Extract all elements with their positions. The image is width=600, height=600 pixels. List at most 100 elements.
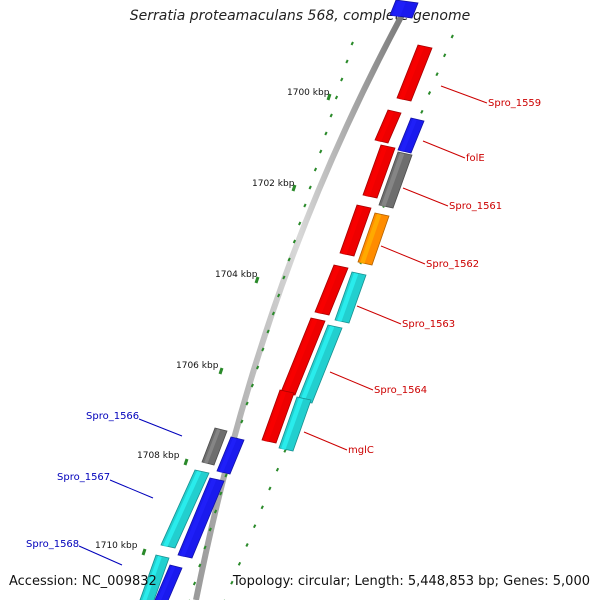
genome-stats: Topology: circular; Length: 5,448,853 bp… — [232, 574, 590, 589]
gene-leader-line — [78, 545, 123, 566]
tick-dot — [276, 293, 281, 298]
gene-block-mglc[interactable] — [278, 396, 312, 452]
gene-block-red-d[interactable] — [280, 317, 326, 396]
scale-tick-label: 1702 kbp — [252, 179, 295, 189]
scale-tick-label: 1704 kbp — [215, 270, 258, 280]
scale-tick — [291, 184, 297, 192]
gene-block-top[interactable] — [389, 0, 419, 19]
gene-leader-line — [303, 431, 348, 451]
tick-dot — [350, 41, 354, 46]
tick-dot — [261, 347, 265, 352]
gene-block-spro-1562[interactable] — [357, 212, 390, 266]
tick-dot — [292, 239, 297, 244]
tick-dot — [268, 486, 272, 491]
gene-block-red-a[interactable] — [362, 144, 396, 199]
gene-label[interactable]: Spro_1568 — [26, 539, 79, 550]
gene-block-spro-1564[interactable] — [297, 324, 343, 404]
tick-dot — [203, 545, 207, 550]
tick-dot — [340, 77, 344, 82]
scale-ticks: 1700 kbp 1702 kbp 1704 kbp 1706 kbp 1708 kbp… — [95, 88, 332, 556]
tick-dot — [420, 109, 424, 114]
gene-block-spro-1559b[interactable] — [374, 109, 402, 144]
tick-dot — [443, 53, 447, 58]
gene-label[interactable]: Spro_1563 — [402, 319, 455, 330]
gene-block-spro-1559[interactable] — [396, 44, 433, 102]
gene-block-blue-a[interactable] — [216, 436, 245, 475]
tick-dot — [240, 419, 244, 424]
gene-block-red-c[interactable] — [314, 264, 349, 316]
tick-dot — [245, 401, 249, 406]
gene-label[interactable]: Spro_1561 — [449, 201, 502, 212]
tick-dot — [282, 275, 286, 280]
tick-dot — [329, 113, 333, 118]
gene-block-blue-c[interactable] — [154, 564, 183, 600]
scale-tick-label: 1710 kbp — [95, 541, 138, 551]
gene-labels: Spro_1559 folE Spro_1561 Spro_1562 Spro_1563… — [26, 85, 541, 566]
tick-dot — [213, 509, 218, 514]
gene-leader-line — [109, 479, 154, 499]
tick-dot — [324, 131, 328, 136]
tick-dot — [260, 505, 264, 510]
tick-dot — [345, 59, 349, 64]
gene-block-fole[interactable] — [397, 117, 425, 154]
gene-leader-line — [440, 85, 488, 104]
gene-label[interactable]: folE — [466, 153, 485, 164]
tick-dot — [245, 543, 249, 547]
tick-dot — [287, 257, 291, 262]
map-title: Serratia proteamaculans 568, complete ge… — [129, 8, 471, 24]
gene-block-spro-1563[interactable] — [334, 271, 367, 324]
gene-label[interactable]: Spro_1567 — [57, 472, 110, 483]
tick-dot — [283, 448, 287, 453]
genes — [139, 0, 433, 600]
tick-dot — [298, 221, 302, 226]
tick-dot — [255, 365, 260, 370]
gene-block-blue-b[interactable] — [177, 477, 225, 559]
tick-dot — [198, 563, 202, 568]
tick-dot — [313, 167, 318, 172]
tick-dot — [192, 581, 197, 586]
gene-label[interactable]: mglC — [348, 445, 374, 456]
gene-block-spro-1567[interactable] — [160, 469, 210, 549]
tick-dot — [450, 34, 454, 39]
scale-tick — [326, 93, 332, 101]
gene-label[interactable]: Spro_1562 — [426, 259, 479, 270]
tick-dot — [271, 311, 276, 316]
tick-dot — [266, 329, 270, 334]
tick-dot — [219, 491, 223, 496]
gene-label[interactable]: Spro_1559 — [488, 98, 541, 109]
gene-label[interactable]: Spro_1564 — [374, 385, 427, 396]
accession-label: Accession: — [9, 574, 78, 589]
scale-tick — [218, 367, 224, 375]
gene-leader-line — [402, 187, 449, 207]
tick-dot — [435, 72, 439, 77]
scale-tick-label: 1708 kbp — [137, 451, 180, 461]
tick-dot — [224, 473, 228, 478]
gene-block-red-b[interactable] — [339, 204, 372, 257]
tick-dot — [427, 91, 432, 95]
tick-dot — [308, 185, 312, 190]
tick-dot — [253, 524, 257, 529]
tick-dot — [303, 203, 307, 208]
gene-block-red-e[interactable] — [261, 389, 295, 444]
gene-label[interactable]: Spro_1566 — [86, 411, 139, 422]
accession-info: Accession: NC_009832 — [9, 574, 157, 589]
gene-leader-line — [138, 418, 183, 437]
tick-dot — [334, 95, 339, 100]
tick-dot — [250, 383, 254, 388]
gene-block-spro-1568[interactable] — [139, 554, 170, 600]
gene-leader-line — [422, 140, 466, 159]
scale-tick-label: 1706 kbp — [176, 361, 219, 371]
scale-tick-label: 1700 kbp — [287, 88, 330, 98]
gene-block-spro-1566[interactable] — [201, 427, 228, 466]
gene-block-spro-1561[interactable] — [378, 151, 413, 209]
tick-dot — [230, 580, 234, 585]
gene-leader-line — [380, 245, 426, 265]
accession-value: NC_009832 — [81, 574, 157, 589]
gene-leader-line — [329, 371, 374, 391]
tick-dot — [237, 561, 242, 566]
gene-leader-line — [356, 305, 402, 325]
scale-tick — [254, 276, 260, 284]
scale-tick — [141, 548, 147, 556]
